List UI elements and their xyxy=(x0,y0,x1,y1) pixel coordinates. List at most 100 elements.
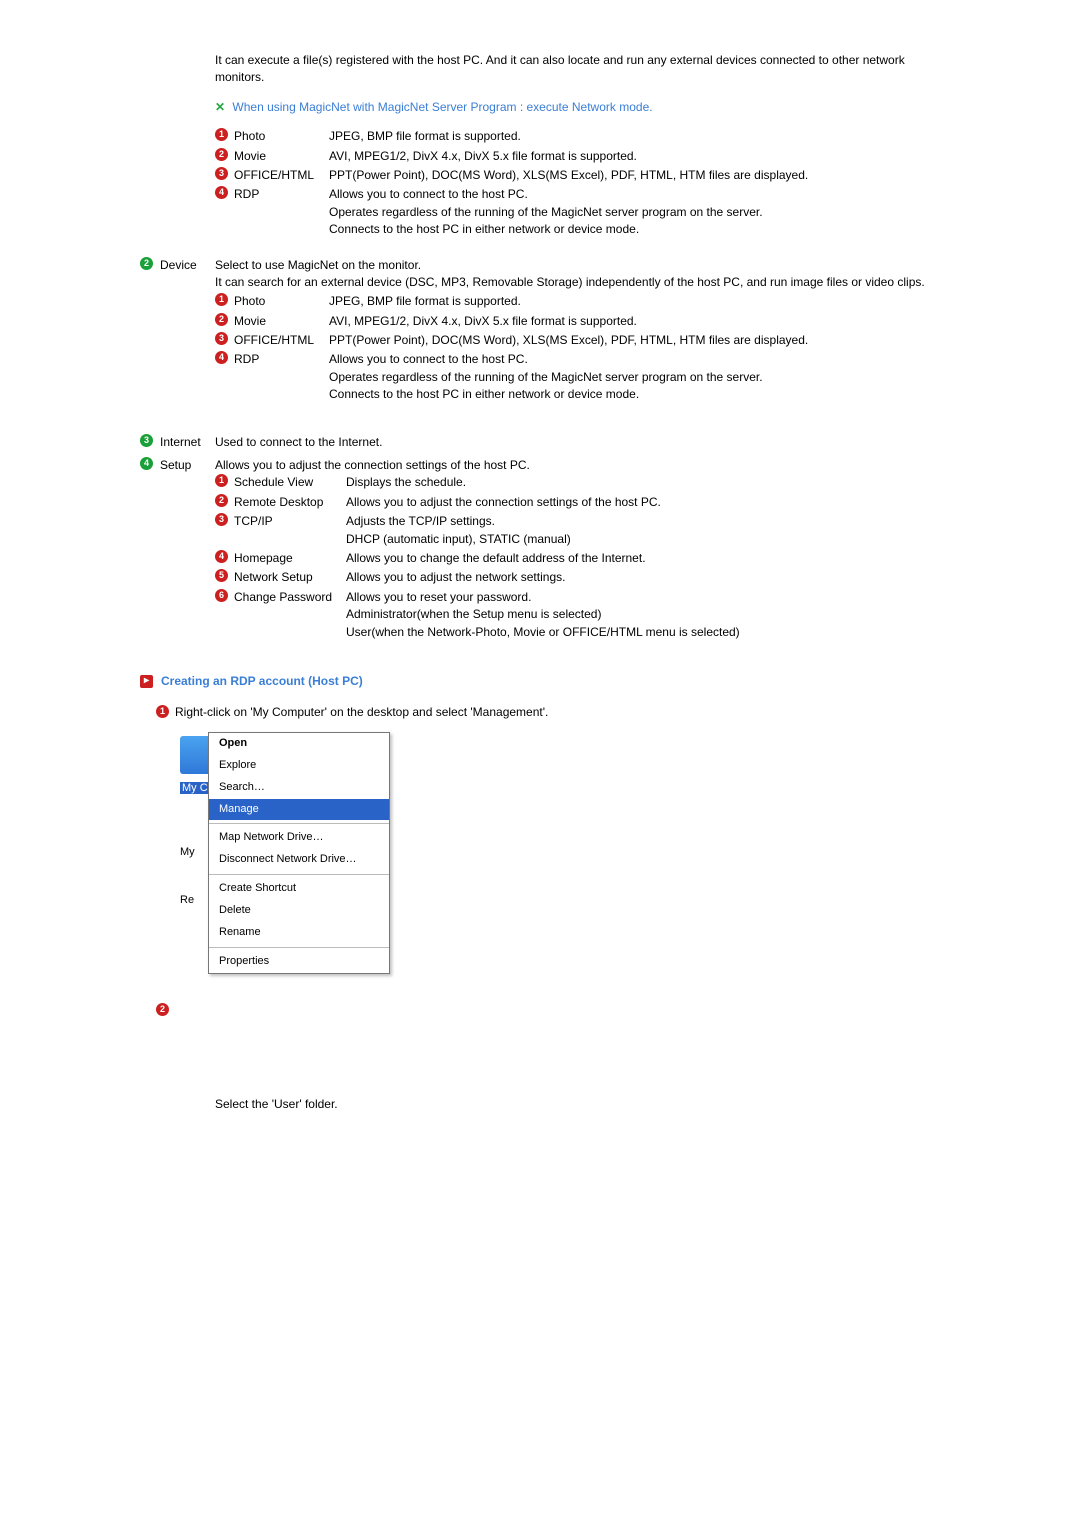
ctx-separator xyxy=(209,874,389,875)
bullet-2-icon: 2 xyxy=(156,1003,169,1016)
bullet-4-icon: 4 xyxy=(215,351,228,364)
device-item-label: RDP xyxy=(234,351,259,368)
bottom-step: Select the 'User' folder. xyxy=(215,1096,950,1113)
setup-item-schedule: 1 Schedule View Displays the schedule. xyxy=(215,474,950,491)
network-item-label: RDP xyxy=(234,186,259,203)
outer-internet-desc: Used to connect to the Internet. xyxy=(215,434,950,451)
setup-item-tcpip: 3 TCP/IP Adjusts the TCP/IP settings. DHC… xyxy=(215,513,950,548)
rdp-step-1: 1 Right-click on 'My Computer' on the de… xyxy=(156,704,950,721)
network-sublist: 1 Photo JPEG, BMP file format is supporte… xyxy=(215,128,950,238)
outer-device: 2 Device Select to use MagicNet on the m… xyxy=(140,257,950,406)
intro-text: It can execute a file(s) registered with… xyxy=(215,52,950,87)
outer-device-label: Device xyxy=(160,257,215,274)
note-text: When using MagicNet with MagicNet Server… xyxy=(232,100,652,114)
setup-item-desc: Allows you to reset your password. Admin… xyxy=(346,589,950,641)
setup-item-remote: 2 Remote Desktop Allows you to adjust the… xyxy=(215,494,950,511)
device-item-label: Movie xyxy=(234,313,266,330)
note-marker: ✕ xyxy=(215,100,225,114)
outer-internet-label: Internet xyxy=(160,434,215,451)
ctx-separator xyxy=(209,823,389,824)
setup-item-label: Homepage xyxy=(234,550,293,567)
bullet-2-icon: 2 xyxy=(215,148,228,161)
rdp-step-2: 2 xyxy=(156,1002,950,1016)
rdp-step-1-text: Right-click on 'My Computer' on the desk… xyxy=(175,704,548,721)
bullet-6-icon: 6 xyxy=(215,589,228,602)
ctx-properties[interactable]: Properties xyxy=(209,951,389,973)
setup-item-label: Remote Desktop xyxy=(234,494,323,511)
bullet-5-icon: 5 xyxy=(215,569,228,582)
outer-bullet-2-icon: 2 xyxy=(140,257,153,270)
network-item-label: OFFICE/HTML xyxy=(234,167,314,184)
arrow-icon: ▸ xyxy=(140,675,153,688)
network-item-rdp: 4 RDP Allows you to connect to the host P… xyxy=(215,186,950,238)
context-menu: Open Explore Search… Manage Map Network … xyxy=(208,732,390,974)
ctx-disconnect-drive[interactable]: Disconnect Network Drive… xyxy=(209,849,389,871)
rdp-heading: ▸ Creating an RDP account (Host PC) xyxy=(140,673,950,690)
outer-internet: 3 Internet Used to connect to the Intern… xyxy=(140,434,950,451)
bullet-1-icon: 1 xyxy=(215,474,228,487)
ctx-rename[interactable]: Rename xyxy=(209,922,389,944)
bullet-3-icon: 3 xyxy=(215,513,228,526)
device-sublist: 1 Photo JPEG, BMP file format is supporte… xyxy=(215,293,950,403)
device-item-desc: PPT(Power Point), DOC(MS Word), XLS(MS E… xyxy=(329,332,950,349)
setup-item-network: 5 Network Setup Allows you to adjust the … xyxy=(215,569,950,586)
device-item-desc: Allows you to connect to the host PC. Op… xyxy=(329,351,950,403)
network-item-label: Photo xyxy=(234,128,265,145)
bullet-3-icon: 3 xyxy=(215,167,228,180)
setup-item-label: Change Password xyxy=(234,589,332,606)
ctx-delete[interactable]: Delete xyxy=(209,900,389,922)
bullet-2-icon: 2 xyxy=(215,313,228,326)
device-item-office: 3 OFFICE/HTML PPT(Power Point), DOC(MS Wo… xyxy=(215,332,950,349)
ctx-explore[interactable]: Explore xyxy=(209,755,389,777)
network-item-desc: PPT(Power Point), DOC(MS Word), XLS(MS E… xyxy=(329,167,950,184)
network-item-label: Movie xyxy=(234,148,266,165)
bullet-1-icon: 1 xyxy=(156,705,169,718)
setup-item-desc: Allows you to change the default address… xyxy=(346,550,950,567)
device-item-label: Photo xyxy=(234,293,265,310)
device-item-movie: 2 Movie AVI, MPEG1/2, DivX 4.x, DivX 5.x … xyxy=(215,313,950,330)
device-item-desc: JPEG, BMP file format is supported. xyxy=(329,293,950,310)
ctx-separator xyxy=(209,947,389,948)
network-item-photo: 1 Photo JPEG, BMP file format is supporte… xyxy=(215,128,950,145)
network-item-office: 3 OFFICE/HTML PPT(Power Point), DOC(MS Wo… xyxy=(215,167,950,184)
bullet-1-icon: 1 xyxy=(215,293,228,306)
device-item-rdp: 4 RDP Allows you to connect to the host P… xyxy=(215,351,950,403)
ctx-map-drive[interactable]: Map Network Drive… xyxy=(209,827,389,849)
network-item-movie: 2 Movie AVI, MPEG1/2, DivX 4.x, DivX 5.x … xyxy=(215,148,950,165)
setup-item-desc: Allows you to adjust the connection sett… xyxy=(346,494,950,511)
mycomputer-label: My C xyxy=(180,782,210,794)
network-item-desc: Allows you to connect to the host PC. Op… xyxy=(329,186,950,238)
network-item-desc: AVI, MPEG1/2, DivX 4.x, DivX 5.x file fo… xyxy=(329,148,950,165)
device-item-label: OFFICE/HTML xyxy=(234,332,314,349)
outer-setup: 4 Setup Allows you to adjust the connect… xyxy=(140,457,950,643)
bullet-4-icon: 4 xyxy=(215,550,228,563)
setup-item-label: Schedule View xyxy=(234,474,313,491)
setup-sublist: 1 Schedule View Displays the schedule. 2R… xyxy=(215,474,950,641)
bullet-4-icon: 4 xyxy=(215,186,228,199)
context-menu-screenshot: My C My Re Open Explore Search… Manage M… xyxy=(180,732,950,974)
ctx-search[interactable]: Search… xyxy=(209,777,389,799)
outer-bullet-4-icon: 4 xyxy=(140,457,153,470)
outer-device-desc: Select to use MagicNet on the monitor. I… xyxy=(215,257,950,292)
setup-item-password: 6 Change Password Allows you to reset you… xyxy=(215,589,950,641)
rdp-heading-text: Creating an RDP account (Host PC) xyxy=(161,673,363,690)
ctx-open[interactable]: Open xyxy=(209,733,389,755)
network-item-desc: JPEG, BMP file format is supported. xyxy=(329,128,950,145)
setup-item-homepage: 4 Homepage Allows you to change the defau… xyxy=(215,550,950,567)
bullet-2-icon: 2 xyxy=(215,494,228,507)
setup-item-desc: Displays the schedule. xyxy=(346,474,950,491)
setup-item-label: TCP/IP xyxy=(234,513,273,530)
outer-setup-desc: Allows you to adjust the connection sett… xyxy=(215,457,950,474)
setup-item-desc: Allows you to adjust the network setting… xyxy=(346,569,950,586)
note-line: ✕ When using MagicNet with MagicNet Serv… xyxy=(215,99,950,116)
bullet-1-icon: 1 xyxy=(215,128,228,141)
setup-item-desc: Adjusts the TCP/IP settings. DHCP (autom… xyxy=(346,513,950,548)
setup-item-label: Network Setup xyxy=(234,569,313,586)
device-item-photo: 1 Photo JPEG, BMP file format is supporte… xyxy=(215,293,950,310)
ctx-create-shortcut[interactable]: Create Shortcut xyxy=(209,878,389,900)
outer-setup-label: Setup xyxy=(160,457,215,474)
device-item-desc: AVI, MPEG1/2, DivX 4.x, DivX 5.x file fo… xyxy=(329,313,950,330)
outer-bullet-3-icon: 3 xyxy=(140,434,153,447)
bullet-3-icon: 3 xyxy=(215,332,228,345)
ctx-manage[interactable]: Manage xyxy=(209,799,389,821)
